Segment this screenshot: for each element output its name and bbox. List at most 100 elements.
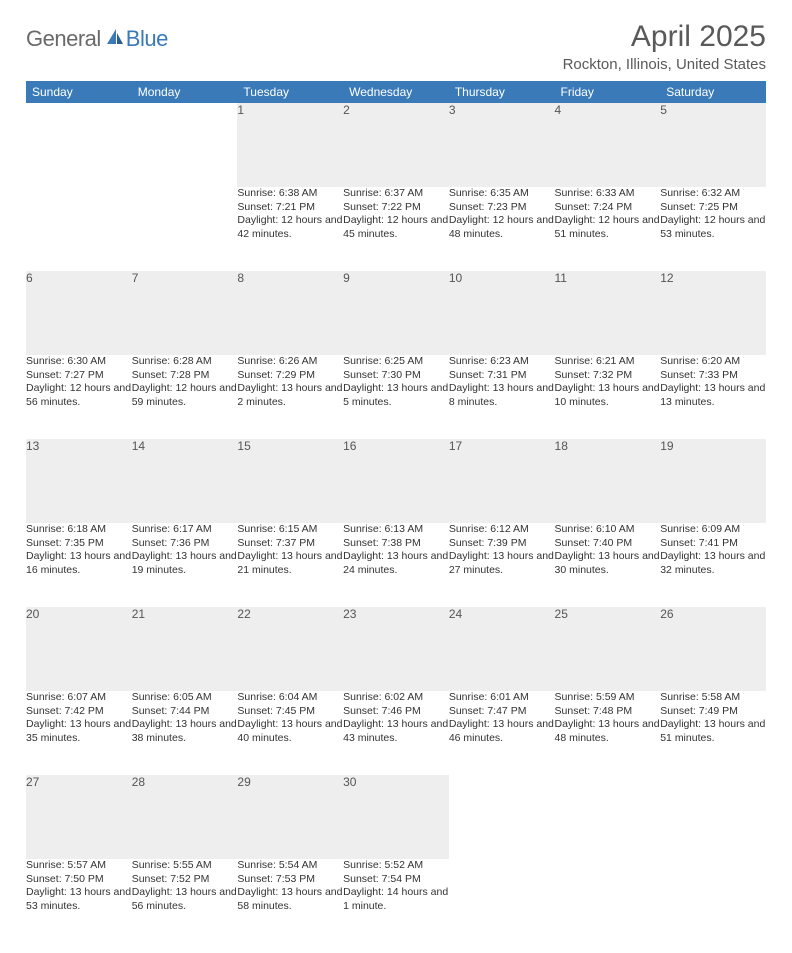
day-number: 22 [237,607,250,621]
day-detail-cell: Sunrise: 6:26 AMSunset: 7:29 PMDaylight:… [237,355,343,439]
day-detail-cell [660,859,766,943]
day-number: 21 [132,607,145,621]
logo-text-blue: Blue [126,26,168,52]
sunset-text: Sunset: 7:40 PM [555,537,661,551]
daylight-text: Daylight: 13 hours and 48 minutes. [555,718,661,745]
day-number: 25 [555,607,568,621]
day-number-cell [132,103,238,187]
sunset-text: Sunset: 7:46 PM [343,705,449,719]
day-number-cell: 15 [237,439,343,523]
sunset-text: Sunset: 7:53 PM [237,873,343,887]
day-number: 29 [237,775,250,789]
daylight-text: Daylight: 12 hours and 42 minutes. [237,214,343,241]
daylight-text: Daylight: 13 hours and 19 minutes. [132,550,238,577]
day-number-cell [26,103,132,187]
day-number: 24 [449,607,462,621]
day-detail-cell: Sunrise: 6:23 AMSunset: 7:31 PMDaylight:… [449,355,555,439]
daylight-text: Daylight: 12 hours and 48 minutes. [449,214,555,241]
day-number: 10 [449,271,462,285]
sunset-text: Sunset: 7:54 PM [343,873,449,887]
sunset-text: Sunset: 7:33 PM [660,369,766,383]
day-detail-cell: Sunrise: 6:04 AMSunset: 7:45 PMDaylight:… [237,691,343,775]
daynum-row: 13141516171819 [26,439,766,523]
daylight-text: Daylight: 13 hours and 24 minutes. [343,550,449,577]
day-number: 2 [343,103,350,117]
day-number: 18 [555,439,568,453]
day-number: 19 [660,439,673,453]
daylight-text: Daylight: 13 hours and 43 minutes. [343,718,449,745]
sunset-text: Sunset: 7:36 PM [132,537,238,551]
day-detail-cell [26,187,132,271]
sunset-text: Sunset: 7:22 PM [343,201,449,215]
detail-row: Sunrise: 6:30 AMSunset: 7:27 PM Daylight:… [26,355,766,439]
calendar-body: 12345Sunrise: 6:38 AMSunset: 7:21 PMDayl… [26,103,766,943]
day-number: 6 [26,271,33,285]
day-header: Tuesday [237,81,343,103]
sunrise-text: Sunrise: 5:57 AM [26,859,132,873]
day-number-cell: 13 [26,439,132,523]
day-detail-cell: Sunrise: 5:55 AMSunset: 7:52 PMDaylight:… [132,859,238,943]
day-detail-cell: Sunrise: 6:15 AMSunset: 7:37 PMDaylight:… [237,523,343,607]
day-number-cell: 21 [132,607,238,691]
day-number: 28 [132,775,145,789]
daylight-text: Daylight: 13 hours and 53 minutes. [26,886,132,913]
day-number-cell: 19 [660,439,766,523]
day-number-cell: 29 [237,775,343,859]
sunset-text: Sunset: 7:29 PM [237,369,343,383]
daynum-row: 12345 [26,103,766,187]
day-detail-cell: Sunrise: 6:09 AMSunset: 7:41 PMDaylight:… [660,523,766,607]
sunset-text: Sunset: 7:44 PM [132,705,238,719]
sunrise-text: Sunrise: 6:20 AM [660,355,766,369]
sunrise-text: Sunrise: 6:01 AM [449,691,555,705]
day-number-cell: 9 [343,271,449,355]
day-number-cell: 17 [449,439,555,523]
sunrise-text: Sunrise: 6:33 AM [555,187,661,201]
day-number-cell: 8 [237,271,343,355]
daynum-row: 6 78 910 1112 [26,271,766,355]
daylight-text: Daylight: 13 hours and 35 minutes. [26,718,132,745]
day-number: 8 [237,271,244,285]
day-number-cell [449,775,555,859]
sunset-text: Sunset: 7:27 PM [26,369,132,383]
sunrise-text: Sunrise: 6:02 AM [343,691,449,705]
day-header-row: Sunday Monday Tuesday Wednesday Thursday… [26,81,766,103]
day-number-cell: 2 [343,103,449,187]
daylight-text: Daylight: 13 hours and 8 minutes. [449,382,555,409]
day-number-cell: 7 [132,271,238,355]
day-number: 16 [343,439,356,453]
sunset-text: Sunset: 7:50 PM [26,873,132,887]
location-text: Rockton, Illinois, United States [563,56,766,73]
sunset-text: Sunset: 7:23 PM [449,201,555,215]
sunset-text: Sunset: 7:32 PM [555,369,661,383]
day-number: 1 [237,103,244,117]
day-detail-cell: Sunrise: 6:05 AMSunset: 7:44 PMDaylight:… [132,691,238,775]
page-title: April 2025 [563,20,766,54]
day-detail-cell: Sunrise: 6:12 AMSunset: 7:39 PMDaylight:… [449,523,555,607]
sunrise-text: Sunrise: 5:58 AM [660,691,766,705]
day-number-cell: 12 [660,271,766,355]
day-detail-cell: Sunrise: 5:59 AMSunset: 7:48 PMDaylight:… [555,691,661,775]
day-header: Wednesday [343,81,449,103]
day-number-cell: 28 [132,775,238,859]
daylight-text: Daylight: 13 hours and 32 minutes. [660,550,766,577]
sunrise-text: Sunrise: 6:05 AM [132,691,238,705]
day-header: Saturday [660,81,766,103]
day-detail-cell: Sunrise: 6:32 AMSunset: 7:25 PMDaylight:… [660,187,766,271]
day-number: 20 [26,607,39,621]
daylight-text: Daylight: 13 hours and 40 minutes. [237,718,343,745]
day-detail-cell: Sunrise: 6:01 AMSunset: 7:47 PMDaylight:… [449,691,555,775]
day-number-cell: 26 [660,607,766,691]
sunset-text: Sunset: 7:37 PM [237,537,343,551]
day-header: Sunday [26,81,132,103]
day-number: 13 [26,439,39,453]
day-number-cell: 5 [660,103,766,187]
sunrise-text: Sunrise: 6:23 AM [449,355,555,369]
day-detail-cell: Sunrise: 6:33 AMSunset: 7:24 PMDaylight:… [555,187,661,271]
daylight-text: Daylight: 13 hours and 58 minutes. [237,886,343,913]
day-number-cell: 11 [555,271,661,355]
sunset-text: Sunset: 7:49 PM [660,705,766,719]
detail-row: Sunrise: 5:57 AMSunset: 7:50 PMDaylight:… [26,859,766,943]
sunrise-text: Sunrise: 6:30 AM [26,355,132,369]
day-detail-cell: Sunrise: 5:57 AMSunset: 7:50 PMDaylight:… [26,859,132,943]
day-number: 5 [660,103,667,117]
